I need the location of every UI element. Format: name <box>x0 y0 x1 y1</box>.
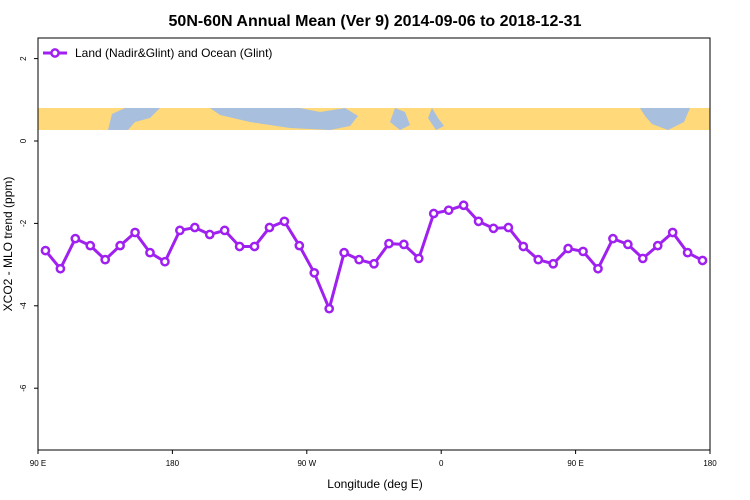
data-point <box>324 303 335 314</box>
data-point <box>593 263 603 274</box>
x-tick-label: 180 <box>166 459 180 468</box>
x-axis-label: Longitude (deg E) <box>327 477 422 491</box>
data-point <box>488 223 499 234</box>
data-point <box>219 225 230 236</box>
y-tick-label: 0 <box>19 138 28 143</box>
x-tick-label: 90 E <box>30 459 46 468</box>
data-point <box>160 256 170 267</box>
data-point <box>85 240 96 251</box>
data-point <box>40 245 51 256</box>
data-point <box>294 240 305 251</box>
data-point <box>548 258 559 269</box>
data-point <box>399 239 409 250</box>
data-point <box>578 246 588 257</box>
data-point <box>130 227 140 238</box>
data-point <box>249 241 260 252</box>
legend-label: Land (Nadir&Glint) and Ocean (Glint) <box>75 46 272 60</box>
data-point <box>204 229 215 240</box>
x-tick-label: 180 <box>703 459 717 468</box>
data-point <box>175 225 185 236</box>
data-point <box>234 241 245 252</box>
data-point <box>518 241 529 252</box>
data-point <box>443 205 454 216</box>
data-point <box>264 222 275 233</box>
x-tick-label: 90 E <box>567 459 583 468</box>
data-point <box>55 263 66 274</box>
data-point <box>682 247 693 258</box>
data-point <box>667 227 678 238</box>
chart-title: 50N-60N Annual Mean (Ver 9) 2014-09-06 t… <box>169 13 582 30</box>
y-axis-label: XCO2 - MLO trend (ppm) <box>1 177 15 312</box>
data-point <box>70 233 81 244</box>
data-point <box>384 238 394 249</box>
map-strip <box>38 108 710 130</box>
data-point <box>533 254 544 265</box>
legend-marker <box>50 48 60 58</box>
data-point <box>503 222 514 233</box>
data-point <box>115 240 125 251</box>
x-tick-label: 90 W <box>297 459 316 468</box>
data-point <box>473 216 484 227</box>
y-tick-label: -4 <box>19 302 28 310</box>
series-line <box>44 203 704 314</box>
plot-frame <box>37 37 711 451</box>
data-point <box>309 267 320 278</box>
y-tick-label: -2 <box>19 219 28 227</box>
data-point <box>100 254 111 265</box>
data-point <box>458 200 469 211</box>
data-point <box>413 253 424 264</box>
data-point <box>697 255 708 266</box>
data-point <box>354 254 364 265</box>
data-point <box>339 247 349 258</box>
data-point <box>608 233 618 244</box>
data-point <box>652 240 663 251</box>
data-point <box>428 208 439 219</box>
data-point <box>189 222 200 233</box>
data-point <box>623 239 633 250</box>
data-point <box>637 253 648 264</box>
data-point <box>145 247 155 258</box>
data-point <box>369 258 379 269</box>
data-point <box>279 216 290 227</box>
x-tick-label: 0 <box>439 459 444 468</box>
y-tick-label: -6 <box>19 384 28 392</box>
y-tick-label: 2 <box>19 56 28 61</box>
data-point <box>563 243 573 254</box>
